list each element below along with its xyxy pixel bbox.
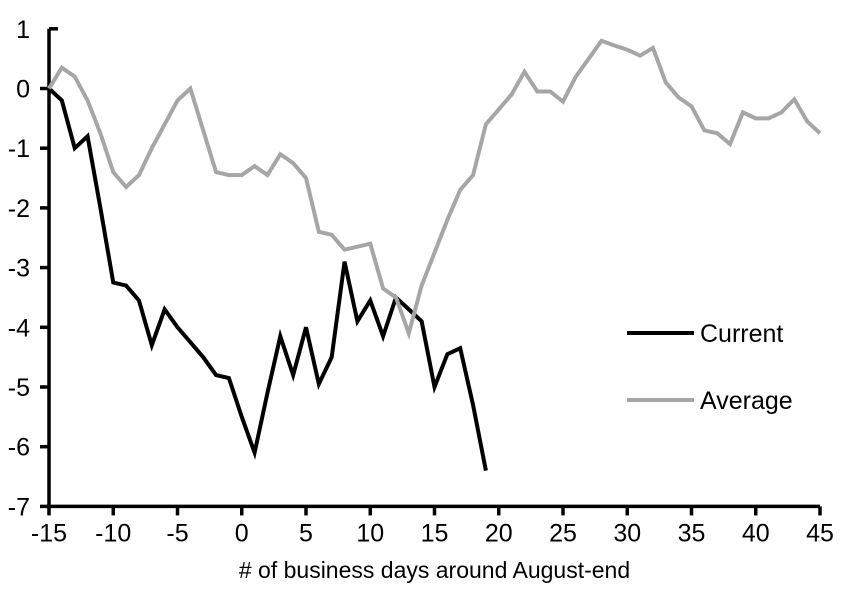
tick-labels-group: 10-1-2-3-4-5-6-7-15 -10 -5 0 5 10 15 20 25 30 35 40… [8,16,834,548]
y-tick-label: 1 [16,16,30,44]
y-tick-label: 0 [16,76,30,104]
y-tick-label: -2 [8,195,30,223]
x-tick-label: 25 [549,519,577,547]
y-tick-label: -7 [8,493,30,521]
y-tick-label: -3 [8,255,30,283]
x-tick-label: 35 [678,519,706,547]
x-tick-label: 15 [421,519,449,547]
series-line-average [47,38,822,340]
ticks-group [40,27,822,516]
y-tick-label: -5 [8,374,30,402]
axes-group [47,28,820,509]
y-tick-label: -6 [8,434,30,462]
y-tick-label: -4 [8,314,30,342]
y-tick-label: -1 [8,135,30,163]
x-axis-title: # of business days around August-end [239,557,630,583]
x-tick-label: 20 [485,519,513,547]
x-tick-label: 5 [299,519,313,547]
series-line-current [47,87,488,471]
x-tick-label: 0 [235,519,249,547]
legend-label-current: Current [700,320,783,348]
x-tick-label: -5 [166,519,188,547]
x-tick-label: -15 [31,519,67,547]
x-tick-label: 45 [806,519,834,547]
x-tick-label: 30 [613,519,641,547]
legend-group: Current Average [627,320,793,415]
series-group [47,38,822,471]
x-tick-label: -10 [95,519,131,547]
x-tick-label: 40 [742,519,770,547]
x-tick-label: 10 [356,519,384,547]
legend-label-average: Average [700,387,793,415]
